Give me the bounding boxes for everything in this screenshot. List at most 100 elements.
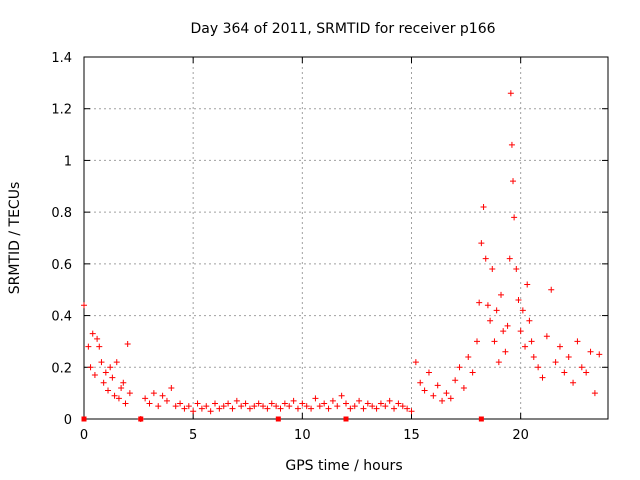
data-point: [81, 302, 87, 309]
data-point: [163, 397, 170, 404]
data-point: [474, 338, 480, 345]
data-point: [508, 141, 515, 148]
data-point: [124, 341, 131, 348]
x-tick-label: 20: [512, 428, 529, 443]
x-tick-label: 0: [80, 428, 88, 443]
data-point: [351, 403, 358, 410]
data-point: [146, 400, 153, 407]
data-point: [535, 364, 542, 371]
data-point: [356, 397, 363, 404]
data-point: [343, 400, 349, 407]
data-point: [587, 348, 594, 355]
data-point: [596, 351, 603, 358]
data-point: [556, 343, 563, 350]
data-point: [373, 405, 380, 412]
data-point: [126, 390, 133, 397]
data-point: [113, 359, 120, 366]
data-point: [484, 302, 491, 309]
data-point: [502, 348, 509, 355]
data-point: [255, 400, 262, 407]
x-tick-label: 5: [189, 428, 197, 443]
data-point: [377, 400, 384, 407]
data-point: [476, 299, 483, 306]
data-point: [504, 322, 511, 329]
data-point: [506, 255, 513, 262]
data-point: [105, 387, 112, 394]
baseline-markers: [81, 416, 484, 422]
data-point: [264, 405, 271, 412]
baseline-marker: [275, 416, 281, 422]
data-point: [294, 405, 301, 412]
baseline-marker: [478, 416, 484, 422]
data-point: [511, 214, 518, 221]
data-point: [364, 400, 371, 407]
data-point: [456, 364, 463, 371]
data-point: [465, 353, 472, 360]
data-point: [491, 338, 498, 345]
data-point: [443, 390, 450, 397]
data-point: [524, 281, 531, 288]
data-point: [102, 369, 109, 376]
data-point: [198, 405, 205, 412]
data-point: [382, 403, 389, 410]
data-point: [87, 364, 94, 371]
data-point: [96, 343, 103, 350]
data-point: [316, 403, 323, 410]
data-point: [203, 403, 210, 410]
data-point: [150, 390, 157, 397]
data-point: [421, 387, 428, 394]
data-point: [482, 255, 489, 262]
data-point: [408, 408, 415, 415]
data-points: [81, 90, 603, 422]
grid-lines: [84, 57, 608, 419]
data-point: [495, 359, 502, 366]
y-tick-label: 1.2: [51, 103, 72, 118]
data-point: [299, 400, 306, 407]
data-point: [312, 395, 319, 402]
data-point: [360, 405, 367, 412]
data-point: [122, 400, 129, 407]
data-point: [386, 397, 393, 404]
data-point: [159, 392, 166, 399]
data-point: [510, 178, 517, 185]
data-point: [347, 405, 354, 412]
data-point: [526, 317, 533, 324]
y-axis-ticks: 0 0.2 0.4 0.6 0.8 1 1.2 1.4: [51, 51, 608, 428]
data-point: [543, 333, 550, 340]
y-tick-label: 0.2: [51, 361, 72, 376]
data-point: [430, 392, 437, 399]
data-point: [120, 379, 127, 386]
data-point: [565, 353, 572, 360]
data-point: [460, 384, 467, 391]
data-point: [91, 372, 98, 379]
data-point: [487, 317, 494, 324]
data-point: [177, 400, 184, 407]
data-point: [100, 379, 107, 386]
data-point: [242, 400, 249, 407]
data-point: [574, 338, 581, 345]
data-point: [530, 353, 537, 360]
data-point: [439, 397, 446, 404]
data-point: [268, 400, 275, 407]
data-point: [172, 403, 179, 410]
data-point: [290, 397, 297, 404]
data-point: [225, 400, 232, 407]
data-point: [229, 405, 236, 412]
data-point: [583, 369, 590, 376]
data-point: [517, 328, 524, 335]
data-point: [273, 403, 280, 410]
data-point: [325, 405, 332, 412]
data-point: [480, 203, 487, 210]
data-point: [89, 330, 96, 337]
data-point: [425, 369, 432, 376]
data-point: [522, 343, 529, 350]
data-point: [216, 405, 223, 412]
x-tick-label: 15: [403, 428, 420, 443]
data-point: [500, 328, 507, 335]
data-point: [155, 403, 162, 410]
data-point: [111, 392, 118, 399]
data-point: [507, 90, 514, 97]
data-point: [447, 395, 454, 402]
